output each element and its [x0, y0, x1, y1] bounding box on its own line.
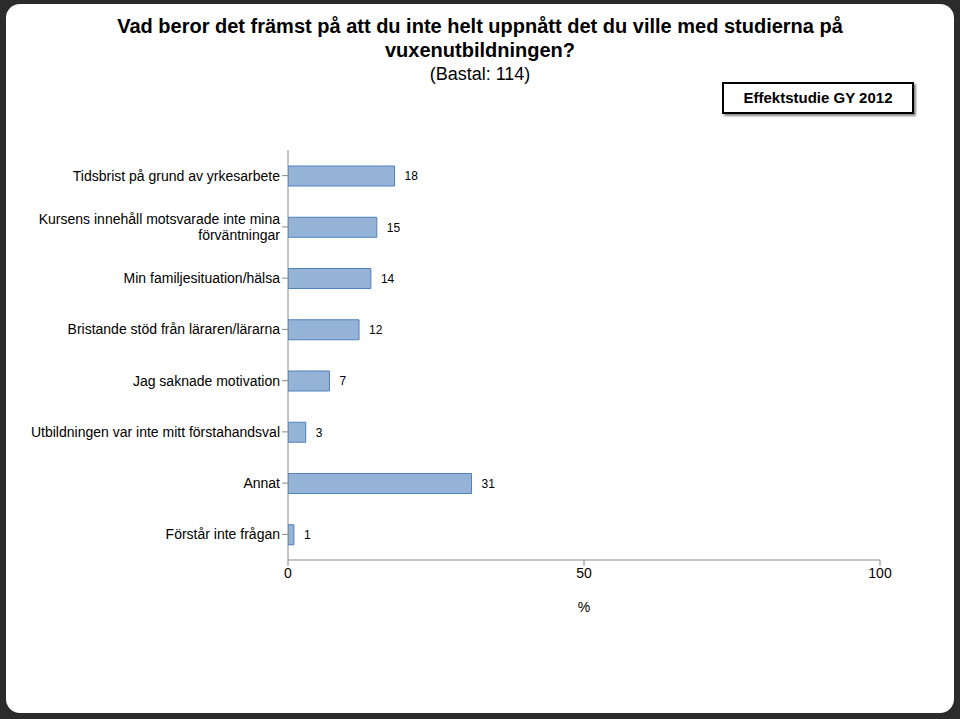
svg-text:0: 0: [284, 565, 292, 581]
svg-text:Tidsbrist på grund av yrkesarb: Tidsbrist på grund av yrkesarbete: [73, 168, 280, 184]
svg-text:14: 14: [381, 272, 395, 286]
svg-text:Min familjesituation/hälsa: Min familjesituation/hälsa: [124, 270, 281, 286]
svg-text:1: 1: [304, 528, 311, 542]
svg-text:%: %: [578, 599, 590, 615]
svg-text:50: 50: [576, 565, 592, 581]
svg-text:31: 31: [482, 477, 496, 491]
svg-text:12: 12: [369, 323, 383, 337]
svg-text:Förstår inte frågan: Förstår inte frågan: [166, 526, 280, 542]
svg-text:Utbildningen var inte mitt för: Utbildningen var inte mitt förstahandsva…: [31, 424, 280, 440]
svg-text:7: 7: [339, 374, 346, 388]
svg-text:100: 100: [868, 565, 892, 581]
html-text:Vad beror det främst på att du: Vad beror det främst på att du inte helt…: [117, 15, 843, 61]
svg-text:Annat: Annat: [243, 475, 280, 491]
svg-text:3: 3: [316, 426, 323, 440]
svg-text:Jag saknade motivation: Jag saknade motivation: [133, 373, 280, 389]
html-text:Effektstudie GY 2012: Effektstudie GY 2012: [743, 89, 893, 106]
svg-text:Kursens innehåll motsvarade in: Kursens innehåll motsvarade inte minaför…: [39, 211, 281, 243]
html-text:(Bastal: 114): (Bastal: 114): [429, 64, 531, 84]
svg-text:Bristande stöd från läraren/lä: Bristande stöd från läraren/lärarna: [68, 321, 281, 337]
svg-text:15: 15: [387, 221, 401, 235]
svg-text:18: 18: [405, 169, 419, 183]
